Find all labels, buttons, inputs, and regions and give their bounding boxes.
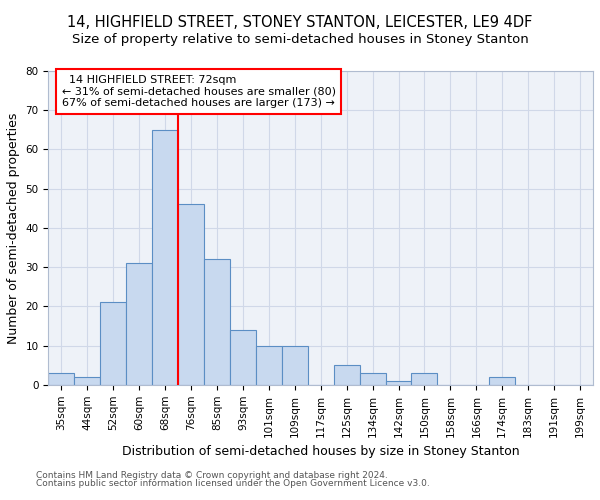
Bar (204, 260, 230, 385)
Bar (256, 346, 282, 385)
Bar (230, 330, 256, 385)
Bar (74, 377, 100, 385)
Text: 14 HIGHFIELD STREET: 72sqm  
← 31% of semi-detached houses are smaller (80)
67% : 14 HIGHFIELD STREET: 72sqm ← 31% of semi… (62, 75, 336, 108)
Y-axis label: Number of semi-detached properties: Number of semi-detached properties (7, 112, 20, 344)
Bar (359, 373, 386, 385)
Bar (386, 381, 412, 385)
Text: Contains HM Land Registry data © Crown copyright and database right 2024.: Contains HM Land Registry data © Crown c… (36, 471, 388, 480)
Bar (412, 373, 437, 385)
Bar (282, 346, 308, 385)
Bar (126, 263, 152, 385)
X-axis label: Distribution of semi-detached houses by size in Stoney Stanton: Distribution of semi-detached houses by … (122, 445, 520, 458)
Bar (49, 373, 74, 385)
Bar (490, 377, 515, 385)
Text: 14, HIGHFIELD STREET, STONEY STANTON, LEICESTER, LE9 4DF: 14, HIGHFIELD STREET, STONEY STANTON, LE… (67, 15, 533, 30)
Bar (178, 204, 204, 385)
Bar (152, 130, 178, 385)
Bar (100, 302, 126, 385)
Bar (334, 366, 359, 385)
Text: Size of property relative to semi-detached houses in Stoney Stanton: Size of property relative to semi-detach… (71, 32, 529, 46)
Text: Contains public sector information licensed under the Open Government Licence v3: Contains public sector information licen… (36, 478, 430, 488)
